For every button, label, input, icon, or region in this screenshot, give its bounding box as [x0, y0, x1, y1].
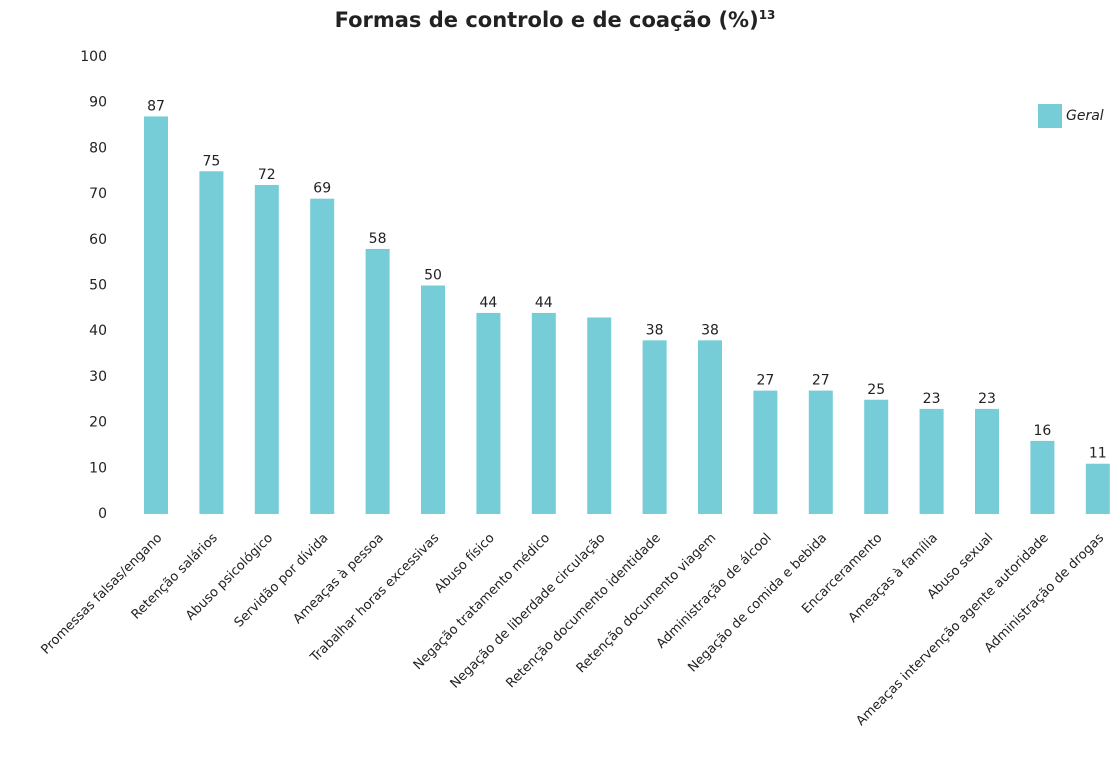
y-tick-label: 10	[89, 460, 107, 476]
x-tick-label: Administração de drogas	[982, 531, 1107, 656]
value-label: 58	[369, 231, 387, 247]
y-tick-label: 50	[89, 278, 107, 294]
bar	[310, 198, 335, 515]
bar	[476, 312, 501, 514]
y-tick-label: 80	[89, 140, 107, 156]
legend-swatch	[1038, 104, 1062, 128]
x-tick-label: Ameaças à pessoa	[290, 531, 386, 627]
chart-title: Formas de controlo e de coação (%)13	[335, 8, 776, 33]
bar	[587, 317, 612, 514]
bar	[753, 390, 778, 514]
title-note: 13	[759, 8, 776, 22]
value-label: 50	[424, 268, 442, 284]
y-tick-label: 60	[89, 232, 107, 248]
title-text: Formas de controlo e de coação (%)	[335, 8, 759, 32]
value-label: 25	[867, 382, 885, 398]
value-label: 87	[147, 98, 165, 114]
value-label: 69	[313, 181, 331, 197]
y-tick-label: 30	[89, 369, 107, 385]
value-label: 44	[535, 295, 553, 311]
value-label: 44	[479, 295, 497, 311]
value-label: 16	[1033, 423, 1051, 439]
y-tick-label: 0	[98, 506, 107, 522]
value-label: 23	[978, 391, 996, 407]
bar	[642, 340, 667, 514]
legend-label: Geral	[1066, 108, 1104, 124]
value-label: 38	[646, 322, 664, 338]
y-tick-label: 20	[89, 415, 107, 431]
bar	[698, 340, 722, 514]
value-label: 23	[923, 391, 941, 407]
bar	[144, 116, 168, 514]
bar	[254, 184, 279, 514]
bar	[864, 399, 889, 514]
bar	[365, 248, 390, 514]
y-tick-label: 40	[89, 323, 107, 339]
value-label: 11	[1089, 446, 1107, 462]
y-tick-label: 90	[89, 95, 107, 111]
value-label: 27	[812, 373, 830, 389]
value-label: 27	[756, 373, 774, 389]
x-tick-label: Administração de álcool	[654, 531, 775, 652]
bar	[1085, 463, 1110, 514]
bar	[808, 390, 833, 514]
x-tick-label: Servidão por dívida	[232, 531, 332, 631]
value-label: 38	[701, 322, 719, 338]
y-tick-label: 100	[80, 49, 107, 65]
bar	[975, 408, 999, 514]
bar	[421, 285, 445, 514]
y-tick-label: 70	[89, 186, 107, 202]
bar	[1030, 440, 1055, 514]
bar	[531, 312, 556, 514]
bar	[199, 171, 224, 514]
value-label: 72	[258, 167, 276, 183]
bar	[919, 408, 944, 514]
value-label: 75	[202, 153, 220, 169]
x-tick-label: Ameaças intervenção agente autoridade	[853, 531, 1051, 729]
